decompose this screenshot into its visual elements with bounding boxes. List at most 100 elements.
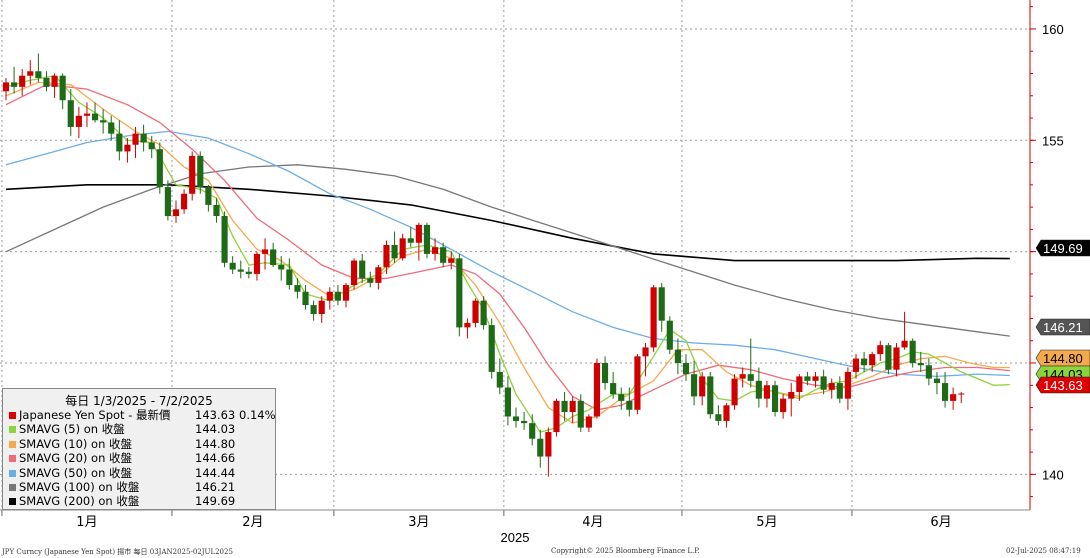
candle-body bbox=[755, 380, 762, 399]
candle-body bbox=[229, 262, 236, 270]
candle-body bbox=[731, 378, 738, 406]
candle-body bbox=[820, 376, 827, 390]
candle-body bbox=[108, 122, 115, 134]
candle-body bbox=[723, 405, 730, 421]
candle-body bbox=[610, 383, 617, 395]
candle-body bbox=[650, 287, 657, 348]
ma-line-0 bbox=[5, 74, 1010, 433]
candle-body bbox=[359, 260, 366, 279]
candle-body bbox=[253, 253, 261, 274]
candle-body bbox=[197, 155, 204, 188]
candle-body bbox=[893, 347, 900, 370]
candle-body bbox=[682, 363, 690, 375]
footer-timestamp: 02-Jul-2025 08:47:19 bbox=[1006, 547, 1081, 555]
candle-body bbox=[771, 385, 779, 413]
candle-body bbox=[124, 144, 131, 152]
candle-body bbox=[496, 371, 503, 388]
candle-body bbox=[181, 193, 188, 210]
candle-body bbox=[423, 224, 431, 254]
value-badge bbox=[1035, 349, 1090, 367]
candle-body bbox=[626, 400, 633, 410]
candle-body bbox=[310, 305, 317, 315]
candle-body bbox=[440, 247, 447, 263]
legend-swatch-sma50 bbox=[9, 469, 16, 477]
legend-swatch-sma20 bbox=[9, 455, 16, 463]
legend-name-sma10: SMAVG (10) on 收盤 bbox=[19, 436, 133, 451]
candle-body bbox=[812, 376, 819, 381]
candle-body bbox=[504, 387, 511, 417]
candle-body bbox=[156, 149, 163, 188]
candle-body bbox=[456, 258, 463, 328]
candle-body bbox=[43, 77, 50, 87]
candle-body bbox=[569, 400, 576, 413]
legend-name-sma100: SMAVG (100) on 收盤 bbox=[19, 479, 140, 494]
candle-body bbox=[909, 340, 916, 364]
candle-body bbox=[35, 71, 42, 78]
legend-row-sma20: SMAVG (20) on 收盤 144.66 bbox=[3, 451, 275, 465]
legend-name-sma5: SMAVG (5) on 收盤 bbox=[19, 422, 125, 437]
value-badge-label: 144.80 bbox=[1043, 351, 1083, 366]
ma-line-3 bbox=[5, 130, 1010, 378]
legend-name-sma50: SMAVG (50) on 收盤 bbox=[19, 465, 133, 480]
legend-value-price: 143.63 bbox=[195, 408, 236, 422]
legend-row-sma10: SMAVG (10) on 收盤 144.80 bbox=[3, 437, 275, 451]
axes: 140 155 160 1月 2月 3月 4月 5月 6月 2025 bbox=[0, 0, 1064, 545]
candle-body bbox=[221, 216, 228, 263]
candle-body bbox=[553, 400, 560, 433]
x-month-label: 5月 bbox=[756, 515, 777, 530]
candle-body bbox=[278, 265, 285, 270]
value-badge-label: 146.21 bbox=[1043, 320, 1083, 335]
candle-body bbox=[585, 416, 592, 428]
candle-body bbox=[480, 300, 487, 326]
candle-body bbox=[950, 394, 957, 401]
candle-body bbox=[91, 113, 99, 121]
value-badge-label: 149.69 bbox=[1043, 241, 1083, 256]
candle-body bbox=[342, 285, 350, 301]
candle-body bbox=[666, 320, 673, 350]
candle-body bbox=[351, 260, 358, 286]
ma-line-4 bbox=[5, 164, 1010, 337]
candle-body bbox=[261, 249, 269, 254]
legend-row-sma200: SMAVG (200) on 收盤 149.69 bbox=[3, 494, 275, 508]
legend-swatch-sma200 bbox=[9, 498, 16, 506]
ma-line-5 bbox=[5, 184, 1010, 262]
candle-body bbox=[407, 238, 414, 243]
candle-body bbox=[51, 75, 58, 87]
legend-row-price: Japanese Yen Spot - 最新價 143.63 0.14% bbox=[3, 408, 276, 422]
legend-change-price: 0.14% bbox=[239, 408, 276, 422]
candlesticks bbox=[2, 53, 965, 477]
value-badge-label: 143.63 bbox=[1043, 378, 1083, 393]
candle-body bbox=[270, 249, 277, 266]
candle-body bbox=[334, 291, 341, 301]
candle-body bbox=[172, 209, 180, 217]
candle-body bbox=[132, 133, 139, 145]
candle-body bbox=[19, 75, 26, 87]
candle-body bbox=[148, 142, 155, 150]
candle-body bbox=[852, 358, 860, 372]
candle-body bbox=[747, 374, 754, 381]
candle-body bbox=[804, 376, 811, 381]
candle-body bbox=[545, 432, 552, 457]
candle-body bbox=[245, 271, 252, 274]
candle-body bbox=[642, 347, 649, 357]
candle-body bbox=[885, 345, 892, 370]
legend-name-sma200: SMAVG (200) on 收盤 bbox=[19, 494, 140, 509]
candle-body bbox=[715, 414, 722, 421]
candle-body bbox=[521, 420, 528, 424]
legend-swatch-sma100 bbox=[9, 483, 16, 491]
candle-body bbox=[472, 300, 479, 323]
x-month-label: 2月 bbox=[242, 515, 263, 530]
y-tick-label: 140 bbox=[1042, 467, 1064, 482]
candle-body bbox=[116, 133, 123, 152]
candle-body bbox=[67, 100, 74, 127]
candle-body bbox=[634, 356, 641, 410]
candle-body bbox=[941, 383, 949, 401]
candle-body bbox=[593, 363, 601, 417]
candle-body bbox=[464, 322, 471, 328]
y-tick-label: 155 bbox=[1042, 133, 1064, 148]
candle-body bbox=[383, 244, 390, 268]
legend-value-sma100: 146.21 bbox=[195, 479, 236, 494]
candle-body bbox=[917, 363, 924, 366]
x-month-label: 1月 bbox=[76, 515, 97, 530]
